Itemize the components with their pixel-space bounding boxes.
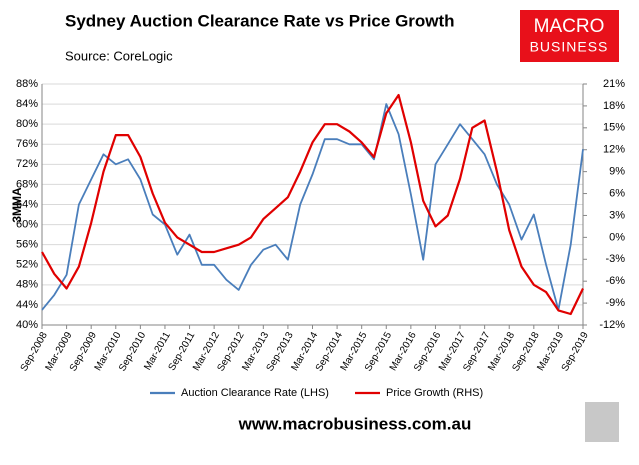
legend-label: Auction Clearance Rate (LHS) — [181, 387, 329, 399]
y-tick-label: 40% — [16, 319, 38, 331]
logo-icon — [585, 402, 619, 442]
logo-text: BUSINESS — [530, 39, 609, 55]
logo-box — [520, 10, 619, 62]
logo-text: MACRO — [534, 16, 605, 37]
y-tick-label: 80% — [16, 118, 38, 130]
y-tick-label: 44% — [16, 299, 38, 311]
y-tick-label: 72% — [16, 158, 38, 170]
footer-url: www.macrobusiness.com.au — [238, 414, 472, 433]
y-tick-label: 56% — [16, 239, 38, 251]
y2-tick-label: -6% — [605, 275, 625, 287]
chart-subtitle: Source: CoreLogic — [65, 48, 173, 63]
series-line — [41, 103, 584, 311]
legend-label: Price Growth (RHS) — [386, 387, 483, 399]
y2-tick-label: 3% — [609, 209, 625, 221]
y-tick-label: 88% — [16, 78, 38, 90]
y2-tick-label: 21% — [603, 78, 625, 90]
y2-tick-label: 18% — [603, 100, 625, 112]
series-line — [41, 93, 584, 316]
y2-tick-label: 9% — [609, 166, 625, 178]
y-tick-label: 68% — [16, 178, 38, 190]
y2-tick-label: 12% — [603, 144, 625, 156]
y2-tick-label: -3% — [605, 253, 625, 265]
y-tick-label: 64% — [16, 198, 38, 210]
y-tick-label: 52% — [16, 259, 38, 271]
y2-tick-label: -12% — [599, 319, 625, 331]
y2-tick-label: 6% — [609, 187, 625, 199]
y2-tick-label: -9% — [605, 297, 625, 309]
y-tick-label: 60% — [16, 218, 38, 230]
y-tick-label: 48% — [16, 279, 38, 291]
y-axis-label: 3MMA — [10, 187, 24, 223]
y2-tick-label: 15% — [603, 122, 625, 134]
chart-title: Sydney Auction Clearance Rate vs Price G… — [65, 11, 455, 30]
y-tick-label: 76% — [16, 138, 38, 150]
y-tick-label: 84% — [16, 98, 38, 110]
y2-tick-label: 0% — [609, 231, 625, 243]
